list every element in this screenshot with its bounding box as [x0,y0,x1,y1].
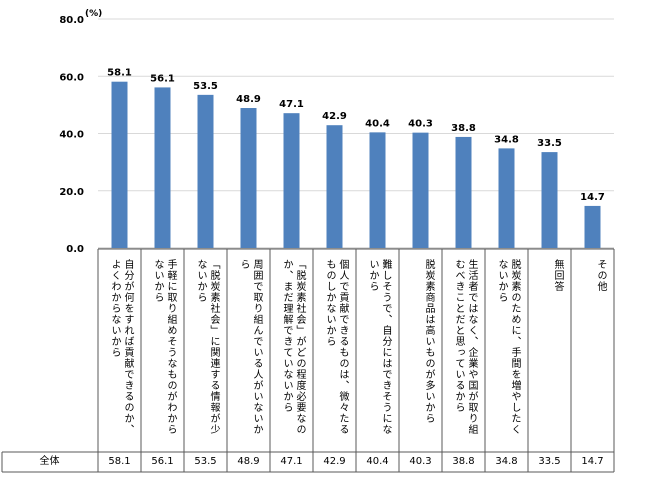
category-label: 「脱炭素社会」に関連する情報が少 ないから [195,259,219,435]
data-label: 38.8 [451,123,476,134]
bar [455,136,472,248]
category-label-cell: 「脱炭素社会」に関連する情報が少 ないから [184,250,227,451]
category-label-cell: 難しそうで、自分にはできそうにな いから [356,250,399,451]
bar [412,132,429,248]
category-label: 「脱炭素社会」がどの程度必要なの か、まだ理解できていないから [281,259,305,435]
bar [197,94,214,248]
bar [584,205,601,248]
category-label: 周囲で取り組んでいる人がいないか ら [238,259,262,435]
table-cell: 58.1 [108,456,131,467]
y-unit-label: (%) [85,9,102,19]
data-label: 40.3 [408,119,433,130]
table-cell: 42.9 [323,456,346,467]
data-label: 58.1 [107,68,132,79]
data-label: 56.1 [150,73,175,84]
y-tick-label: 60.0 [59,72,84,83]
category-label-cell: 自分が何をすれば貢献できるのか、 よくわからないから [98,250,141,451]
category-label-cell: 周囲で取り組んでいる人がいないか ら [227,250,270,451]
bar [240,108,257,249]
category-label-cell: 「脱炭素社会」がどの程度必要なの か、まだ理解できていないから [270,250,313,451]
category-label-cell: 脱炭素商品は高いものが多いから [399,250,442,451]
category-label-cell: 個人で貢献できるものは、微々たる ものしかないから [313,250,356,451]
category-label-cell: 無回答 [528,250,571,451]
category-label-cell: 生活者ではなく、企業や国が取り組 むべきことだと思っているから [442,250,485,451]
category-label: 脱炭素商品は高いものが多いから [423,259,434,424]
bar [498,148,515,248]
y-axis-ticks: 80.0 60.0 40.0 20.0 0.0 [59,15,84,255]
table-cell: 48.9 [237,456,260,467]
bar [326,125,343,248]
table-cell: 14.7 [581,456,604,467]
category-label: 手軽に取り組めそうなものがわから ないから [152,259,176,435]
category-label: 自分が何をすれば貢献できるのか、 よくわからないから [109,259,133,435]
data-label: 33.5 [537,138,562,149]
table-cell: 47.1 [280,456,303,467]
category-label-cell: 手軽に取り組めそうなものがわから ないから [141,250,184,451]
data-label: 34.8 [494,134,519,145]
category-label: 脱炭素のために、手間を増やしたく ないから [496,259,520,435]
bar [111,81,128,248]
data-label: 53.5 [193,81,218,92]
table-cell: 56.1 [151,456,174,467]
bars [111,81,601,249]
table-cell: 40.4 [366,456,389,467]
bar [369,132,386,248]
data-label: 42.9 [322,111,347,122]
bar [541,152,558,248]
data-labels: 58.1 56.1 53.5 48.9 47.1 42.9 40.4 40.3 38.8 34.8… [107,68,605,203]
table-cell: 38.8 [452,456,475,467]
data-label: 40.4 [365,118,390,129]
category-label-cell: 脱炭素のために、手間を増やしたく ないから [485,250,528,451]
row-label: 全体 [39,456,60,467]
data-label: 47.1 [279,99,304,110]
gridlines [98,18,614,249]
category-label: 生活者ではなく、企業や国が取り組 むべきことだと思っているから [453,259,477,435]
table-cell: 33.5 [538,456,561,467]
table-cell: 40.3 [409,456,432,467]
y-tick-label: 80.0 [59,15,84,26]
y-tick-label: 0.0 [66,244,84,255]
data-label: 48.9 [236,94,261,105]
table-cell: 53.5 [194,456,217,467]
category-label: 難しそうで、自分にはできそうにな いから [367,259,391,435]
category-label: 個人で貢献できるものは、微々たる ものしかないから [324,259,348,435]
category-label-cell: その他 [571,250,614,451]
bar [283,113,300,249]
table-cell: 34.8 [495,456,518,467]
data-table-grid [1,248,615,473]
category-label: その他 [595,259,606,292]
y-tick-label: 40.0 [59,130,84,141]
bar [154,87,171,248]
y-tick-label: 20.0 [59,187,84,198]
data-label: 14.7 [580,192,605,203]
category-label: 無回答 [552,259,563,292]
